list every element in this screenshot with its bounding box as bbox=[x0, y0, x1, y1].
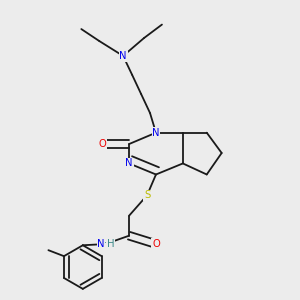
Text: S: S bbox=[144, 190, 150, 200]
Text: H: H bbox=[107, 239, 114, 249]
Text: N: N bbox=[152, 128, 160, 138]
Text: O: O bbox=[98, 139, 106, 149]
Text: N: N bbox=[125, 158, 133, 168]
Text: N: N bbox=[119, 51, 127, 61]
Text: H: H bbox=[101, 239, 109, 249]
Text: N: N bbox=[97, 239, 105, 249]
Text: O: O bbox=[152, 239, 160, 249]
